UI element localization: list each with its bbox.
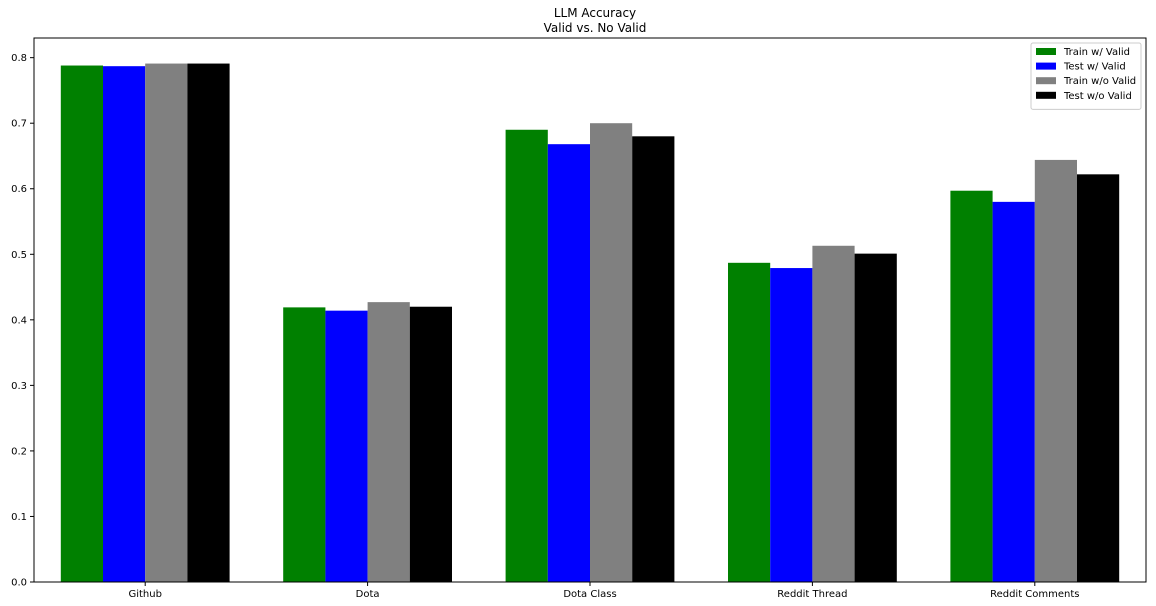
bar-train-w-o-valid-github bbox=[145, 63, 188, 582]
legend-label: Train w/o Valid bbox=[1063, 76, 1136, 87]
x-tick-label: Github bbox=[128, 589, 161, 600]
bar-train-w-valid-reddit-thread bbox=[728, 262, 771, 582]
y-tick-label: 0.0 bbox=[11, 578, 27, 589]
y-tick-label: 0.1 bbox=[11, 512, 27, 523]
bar-test-w-valid-dota-class bbox=[547, 144, 590, 582]
y-tick-label: 0.2 bbox=[11, 446, 27, 457]
legend: Train w/ Valid Test w/ Valid Train w/o Val… bbox=[1030, 42, 1142, 110]
y-tick-label: 0.8 bbox=[11, 53, 27, 64]
legend-swatch bbox=[1036, 91, 1056, 99]
legend-swatch bbox=[1036, 48, 1056, 55]
bar-test-w-valid-reddit-thread bbox=[770, 268, 813, 582]
chart-subtitle: Valid vs. No Valid bbox=[544, 21, 647, 35]
y-tick-label: 0.6 bbox=[11, 184, 27, 195]
x-tick-label: Reddit Thread bbox=[777, 589, 847, 600]
bar-test-w-valid-github bbox=[103, 66, 146, 583]
y-tick-label: 0.4 bbox=[11, 315, 27, 326]
bar-train-w-valid-reddit-comments bbox=[950, 190, 993, 582]
bar-test-w-o-valid-dota bbox=[409, 306, 452, 582]
x-axis: Github Dota Dota Class Reddit Thread Reddit … bbox=[128, 582, 1080, 600]
bar-test-w-o-valid-reddit-thread bbox=[854, 253, 897, 582]
legend-swatch bbox=[1036, 62, 1056, 70]
y-tick-label: 0.5 bbox=[11, 250, 27, 261]
bar-train-w-o-valid-dota bbox=[367, 302, 410, 582]
legend-frame bbox=[1030, 42, 1142, 110]
bar-train-w-valid-dota bbox=[283, 307, 326, 582]
bar-train-w-valid-github bbox=[60, 65, 103, 582]
bar-test-w-valid-dota bbox=[325, 310, 368, 582]
x-tick-label: Dota bbox=[356, 589, 380, 600]
bar-train-w-valid-dota-class bbox=[505, 129, 548, 582]
legend-swatch bbox=[1036, 77, 1056, 85]
bar-test-w-o-valid-reddit-comments bbox=[1077, 174, 1120, 583]
y-tick-label: 0.7 bbox=[11, 119, 27, 130]
bars-group bbox=[60, 63, 1120, 583]
bar-train-w-o-valid-dota-class bbox=[590, 123, 633, 582]
bar-test-w-valid-reddit-comments bbox=[992, 201, 1035, 583]
bar-train-w-o-valid-reddit-thread bbox=[812, 245, 855, 582]
legend-label: Train w/ Valid bbox=[1063, 47, 1130, 58]
chart-title: LLM Accuracy bbox=[554, 6, 636, 20]
y-axis: 0.0 0.1 0.2 0.3 0.4 0.5 0.6 0.7 0.8 bbox=[11, 53, 34, 589]
bar-test-w-o-valid-dota-class bbox=[632, 136, 675, 583]
bar-train-w-o-valid-reddit-comments bbox=[1034, 159, 1077, 582]
x-tick-label: Dota Class bbox=[563, 589, 616, 600]
x-tick-label: Reddit Comments bbox=[990, 589, 1079, 600]
legend-label: Test w/ Valid bbox=[1063, 62, 1126, 73]
legend-label: Test w/o Valid bbox=[1063, 91, 1132, 102]
y-tick-label: 0.3 bbox=[11, 381, 27, 392]
bar-test-w-o-valid-github bbox=[187, 63, 230, 582]
